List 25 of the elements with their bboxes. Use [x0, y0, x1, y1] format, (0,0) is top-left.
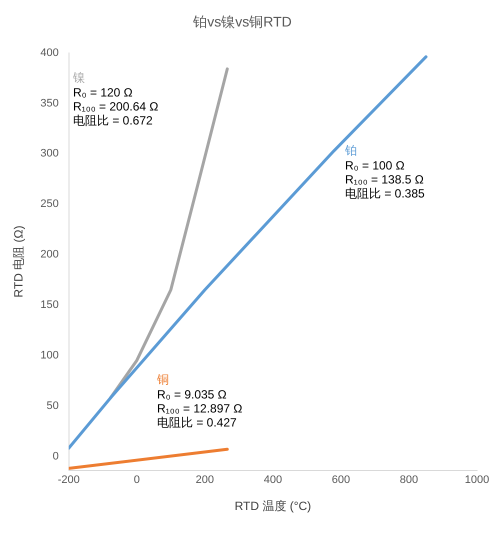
- chart-title: 铂vs镍vs铜RTD: [192, 13, 292, 30]
- x-axis-title: RTD 温度 (°C): [234, 499, 312, 514]
- y-axis-title: RTD 电阻 (Ω): [12, 226, 26, 298]
- annotation: R₀ = 120 Ω R₁₀₀ = 200.64 Ω 电阻比 = 0.672: [73, 85, 158, 128]
- x-tick-label: 600: [332, 474, 350, 486]
- x-tick-label: 200: [196, 474, 214, 486]
- y-tick-label: 150: [40, 299, 59, 312]
- y-tick-label: 200: [40, 248, 59, 261]
- x-tick-label: 400: [264, 474, 282, 486]
- x-tick-label: 0: [134, 474, 140, 486]
- y-tick-label: 50: [46, 400, 59, 412]
- text: 镍: [72, 70, 85, 84]
- y-tick-label: 0: [52, 450, 59, 462]
- text: 铜: [156, 372, 169, 386]
- x-tick-label: 1000: [464, 474, 490, 486]
- y-tick-label: 400: [40, 46, 59, 59]
- annotation: R₀ = 9.035 Ω R₁₀₀ = 12.897 Ω 电阻比 = 0.427: [157, 387, 242, 430]
- y-tick-label: 100: [40, 349, 59, 362]
- series-label: 铂: [344, 143, 357, 158]
- x-tick-label: 800: [400, 474, 418, 486]
- y-tick-label: 300: [40, 148, 59, 160]
- annotation: R₀ = 100 Ω R₁₀₀ = 138.5 Ω 电阻比 = 0.385: [345, 158, 426, 200]
- x-tick-label: -200: [58, 474, 80, 486]
- y-tick-label: 250: [40, 198, 59, 210]
- y-tick-label: 350: [40, 97, 59, 110]
